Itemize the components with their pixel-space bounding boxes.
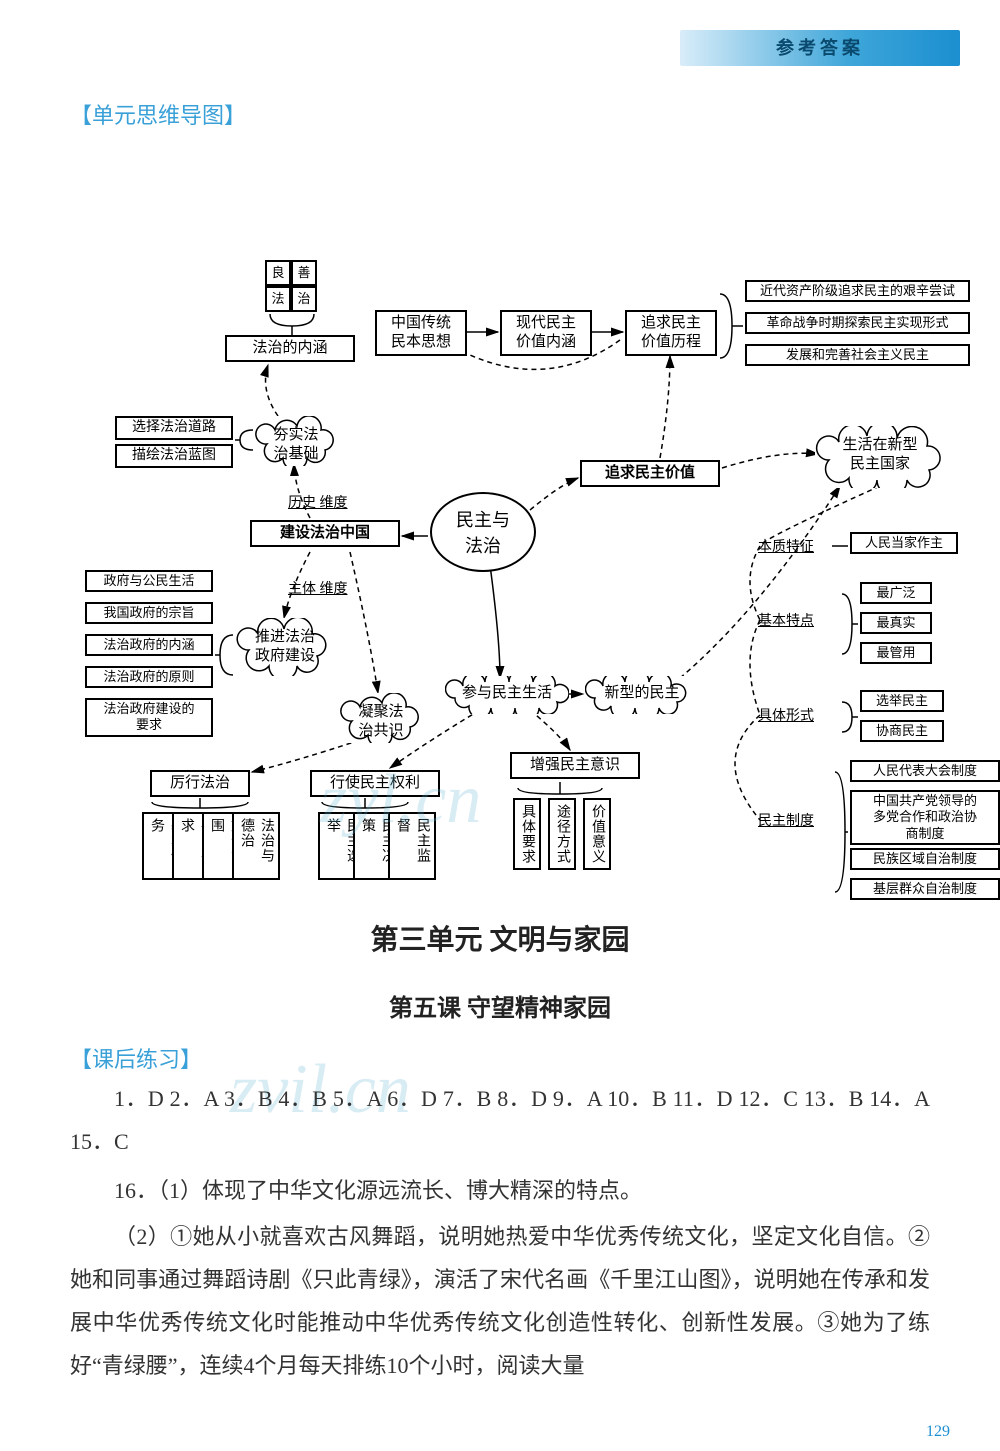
node-zhuiqiu-licheng: 追求民主价值历程 (625, 310, 717, 356)
node-shan: 善 (291, 260, 317, 286)
central-label: 民主与法治 (456, 506, 510, 558)
node-rdh: 人民代表大会制度 (850, 760, 1000, 782)
node-xingshi: 行使民主权利 (310, 770, 440, 797)
node-geming: 革命战争时期探索民主实现形式 (745, 312, 970, 334)
cloud-tuijin-label: 推进法治政府建设 (235, 618, 335, 676)
label-jutixs: 具体形式 (758, 705, 814, 725)
node-xuanju-mz: 选举民主 (860, 690, 944, 712)
cloud-hangshi: 夯实法治基础 (255, 416, 337, 466)
node-fa2: 法 (265, 286, 291, 312)
node-fazhan: 发展和完善社会主义民主 (745, 344, 970, 366)
node-jcqz: 基层群众自治制度 (850, 878, 1000, 900)
section-label-mindmap: 【单元思维导图】 (70, 98, 246, 130)
cloud-canyu-label: 参与民主生活 (445, 676, 569, 711)
v-jtyq: 具体要求 (513, 798, 541, 870)
cloud-xinguojia: 生活在新型民主国家 (815, 426, 945, 488)
cloud-ningju: 凝聚法治共识 (340, 693, 422, 743)
node-xuanze-fazhi: 选择法治道路 (115, 416, 233, 440)
unit3-course: 第五课 守望精神家园 (0, 988, 1000, 1023)
cloud-tuijin: 推进法治政府建设 (235, 618, 335, 676)
node-zf-zongzhi: 我国政府的宗旨 (85, 602, 213, 624)
v-tjfs: 途径方式 (548, 798, 576, 870)
node-central: 民主与法治 (430, 492, 536, 572)
node-lixing: 厉行法治 (150, 770, 250, 797)
v-mzjd: 民主监督 (388, 812, 436, 880)
node-zuizhenshi: 最真实 (860, 612, 932, 634)
node-zf-gongmin: 政府与公民生活 (85, 570, 213, 592)
page-root: 参考答案 【单元思维导图】 (0, 0, 1000, 1451)
freetext-zhuti: 主体 维度 (288, 578, 348, 598)
node-zhi2: 治 (291, 286, 317, 312)
node-xiandai-mz: 现代民主价值内涵 (500, 310, 592, 356)
node-jianshe-fazhi: 建设法治中国 (250, 520, 400, 547)
node-ddhz: 中国共产党领导的多党合作和政治协商制度 (850, 790, 1000, 845)
q16-1: 16．（1）体现了中华文化源远流长、博大精深的特点。 (70, 1170, 930, 1213)
node-mzqy: 民族区域自治制度 (850, 848, 1000, 870)
cloud-xinxing-label: 新型的民主 (585, 676, 699, 711)
cloud-xinxing: 新型的民主 (585, 676, 699, 714)
node-zuiguanyong: 最管用 (860, 642, 932, 664)
node-miaohua: 描绘法治蓝图 (115, 444, 233, 468)
node-zhuiqiu-jiazhi: 追求民主价值 (580, 460, 720, 487)
section-label-practice: 【课后练习】 (70, 1042, 202, 1074)
header-title: 参考答案 (776, 38, 864, 58)
node-fzzf-yuanze: 法治政府的原则 (85, 666, 213, 688)
node-zuiguangfan: 最广泛 (860, 582, 932, 604)
node-zengqiang: 增强民主意识 (510, 752, 640, 779)
node-fazhi-neihan: 法治的内涵 (225, 335, 355, 362)
v-jzyy: 价值意义 (583, 798, 611, 870)
node-jindai: 近代资产阶级追求民主的艰辛尝试 (745, 280, 970, 302)
cloud-ningju-label: 凝聚法治共识 (340, 693, 422, 751)
freetext-lishi: 历史 维度 (288, 492, 348, 512)
node-fzzf-neihan: 法治政府的内涵 (85, 634, 213, 656)
cloud-xinguojia-label: 生活在新型民主国家 (815, 426, 945, 484)
label-benzhi: 本质特征 (758, 536, 814, 556)
unit3-title: 第三单元 文明与家园 (0, 918, 1000, 958)
node-minben: 中国传统民本思想 (375, 310, 467, 356)
page-header: 参考答案 (680, 30, 960, 66)
page-number: 129 (926, 1423, 950, 1441)
label-jibentd: 基本特点 (758, 610, 814, 630)
cloud-canyu: 参与民主生活 (445, 676, 569, 714)
v-fzdz: 法治与德治 (232, 812, 280, 880)
cloud-hangshi-label: 夯实法治基础 (255, 416, 337, 474)
mindmap-diagram: 良 善 法 治 法治的内涵 中国传统民本思想 现代民主价值内涵 追求民主价值历程… (60, 140, 940, 880)
answers-line: 1．D 2．A 3．B 4．B 5．A 6．D 7．B 8．D 9．A 10．B… (70, 1078, 930, 1164)
node-renminzhu: 人民当家作主 (850, 532, 958, 554)
node-xieshang-mz: 协商民主 (860, 720, 944, 742)
node-fzzf-yaoqiu: 法治政府建设的要求 (85, 698, 213, 737)
label-mzzd: 民主制度 (758, 810, 814, 830)
q16-2: （2）①她从小就喜欢古风舞蹈，说明她热爱中华优秀传统文化，坚定文化自信。②她和同… (70, 1216, 930, 1388)
node-liang: 良 (265, 260, 291, 286)
